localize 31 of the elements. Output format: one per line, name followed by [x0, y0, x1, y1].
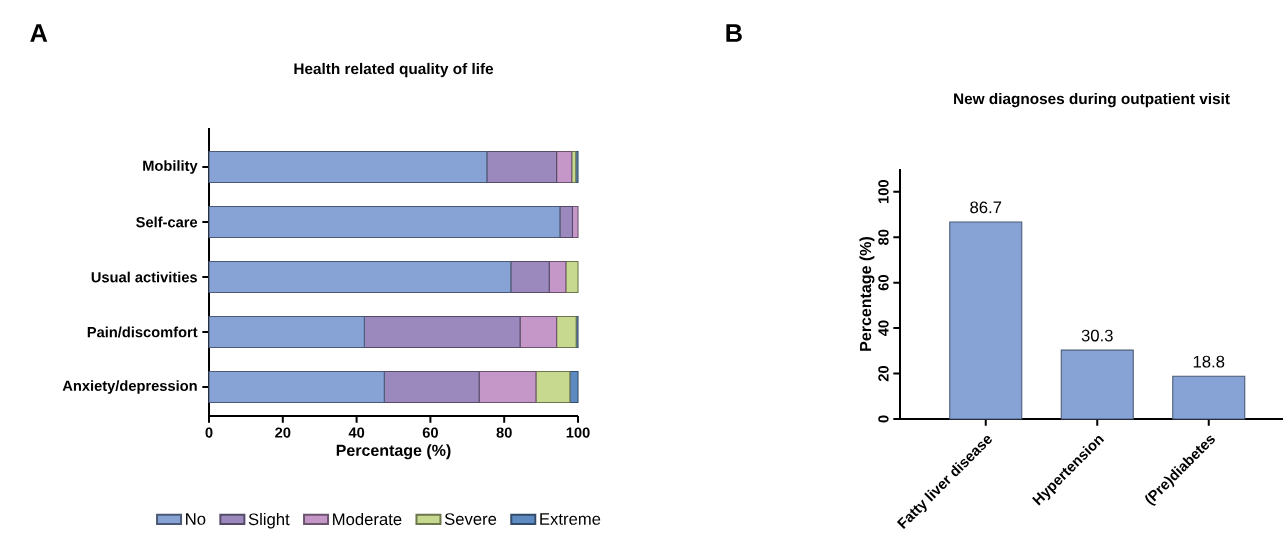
y-axis-title: Percentage (%) [859, 237, 875, 351]
x-tick-label: 20 [275, 427, 291, 438]
y-tick-label: 0 [878, 415, 889, 423]
chart-title: New diagnoses during outpatient visit [954, 92, 1230, 108]
legend-label: Moderate [333, 512, 402, 526]
y-tick-label: Pain/discomfort [87, 326, 198, 338]
chart-title: Health related quality of life [294, 62, 494, 78]
x-tick-label: 40 [348, 427, 365, 438]
y-tick-label: 100 [878, 180, 889, 204]
x-axis-title: Percentage (%) [336, 444, 451, 460]
text: A [30, 24, 48, 42]
y-tick-label: Usual activities [91, 271, 197, 283]
y-tick-label: 60 [878, 275, 889, 291]
x-tick-label: 60 [422, 427, 438, 438]
y-tick-label: Mobility [143, 160, 198, 174]
legend-label: Slight [248, 512, 290, 529]
y-tick-label: Self-care [136, 216, 198, 228]
data-label: 18.8 [1193, 355, 1225, 368]
y-tick-label: 40 [878, 320, 889, 337]
y-tick-label: 20 [878, 366, 889, 382]
data-label: 86.7 [970, 201, 1002, 214]
legend-label: No [186, 513, 206, 525]
x-tick-label: 80 [496, 427, 512, 438]
data-label: 30.3 [1081, 329, 1113, 342]
text: B [726, 24, 742, 42]
y-tick-label: Anxiety/depression [62, 380, 197, 394]
legend-label: Severe [444, 513, 497, 525]
legend-label: Extreme [540, 513, 601, 525]
y-tick-label: 80 [878, 229, 889, 245]
x-tick-label: 0 [205, 427, 213, 438]
x-tick-label: 100 [566, 427, 590, 438]
